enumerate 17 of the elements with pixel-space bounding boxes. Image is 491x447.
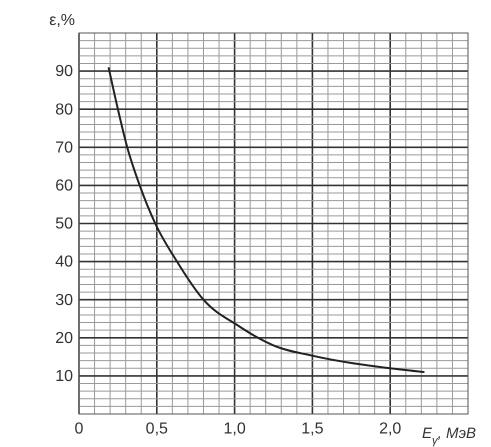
x-tick-label: 2,0 — [379, 420, 402, 438]
y-tick-label: 50 — [55, 216, 74, 233]
x-tick-label: 0 — [74, 420, 84, 438]
y-tick-label: 70 — [55, 139, 74, 156]
y-tick-label: 20 — [55, 330, 74, 347]
y-tick-label: 90 — [55, 63, 74, 80]
x-axis-title: E$_{γ}$, МэВ — [422, 425, 476, 447]
x-tick-label: 1,5 — [301, 420, 324, 438]
y-axis-title: ε,% — [49, 12, 75, 29]
x-tick-label: 0,5 — [146, 420, 168, 438]
y-tick-label: 80 — [55, 101, 74, 118]
y-tick-label: 60 — [55, 178, 74, 195]
y-tick-label: 10 — [55, 368, 74, 386]
line-series — [108, 66, 426, 374]
y-tick-label: 30 — [55, 292, 74, 309]
x-tick-label: 1,0 — [223, 420, 246, 438]
y-tick-label: 40 — [55, 254, 74, 271]
